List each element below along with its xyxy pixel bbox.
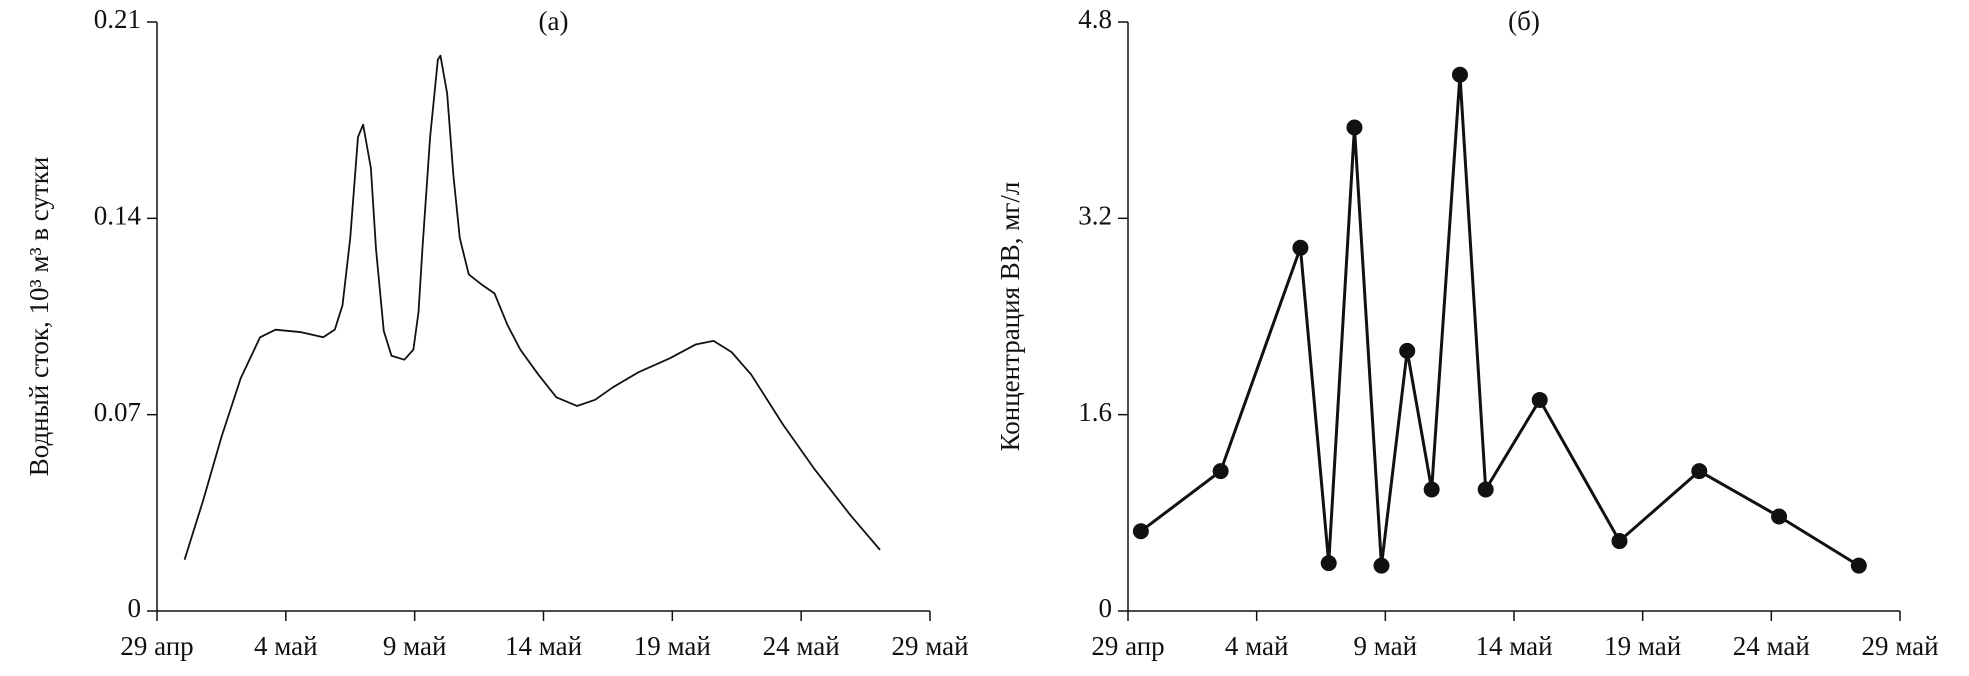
data-point bbox=[1611, 533, 1628, 550]
x-tick-label: 14 май bbox=[505, 631, 582, 661]
y-tick-label: 0.21 bbox=[94, 4, 141, 34]
x-tick-label: 24 май bbox=[1733, 631, 1810, 661]
x-tick-label: 24 май bbox=[763, 631, 840, 661]
x-tick-label: 9 май bbox=[1354, 631, 1418, 661]
data-point bbox=[1212, 463, 1229, 480]
y-tick-label: 0.14 bbox=[94, 201, 142, 231]
data-point bbox=[1691, 463, 1708, 480]
data-point bbox=[1373, 557, 1390, 574]
x-tick-label: 29 апр bbox=[120, 631, 193, 661]
x-tick-label: 14 май bbox=[1475, 631, 1552, 661]
x-tick-label: 9 май bbox=[383, 631, 447, 661]
data-point bbox=[1531, 391, 1548, 408]
data-point bbox=[1346, 119, 1363, 136]
y-tick-label: 0 bbox=[1099, 593, 1113, 623]
y-axis-label: Водный сток, 10³ м³ в сутки bbox=[24, 157, 54, 477]
data-point bbox=[1451, 66, 1468, 83]
data-line bbox=[183, 54, 881, 560]
x-tick-label: 4 май bbox=[1225, 631, 1289, 661]
chart-title: (б) bbox=[1508, 6, 1540, 36]
data-point bbox=[1132, 523, 1149, 540]
x-tick-label: 29 май bbox=[1861, 631, 1938, 661]
data-point bbox=[1771, 508, 1788, 525]
y-axis-label: Концентрация ВВ, мг/л bbox=[995, 182, 1025, 452]
data-point bbox=[1292, 239, 1309, 256]
data-point bbox=[1477, 481, 1494, 498]
x-tick-label: 4 май bbox=[254, 631, 318, 661]
y-tick-label: 3.2 bbox=[1078, 201, 1112, 231]
data-point bbox=[1423, 481, 1440, 498]
chart-title: (а) bbox=[539, 6, 569, 36]
data-point bbox=[1320, 555, 1337, 572]
data-point bbox=[1399, 342, 1416, 359]
x-tick-label: 29 май bbox=[891, 631, 968, 661]
x-tick-label: 19 май bbox=[1604, 631, 1681, 661]
x-tick-label: 29 апр bbox=[1091, 631, 1164, 661]
y-tick-label: 0 bbox=[128, 593, 142, 623]
x-tick-label: 19 май bbox=[634, 631, 711, 661]
y-tick-label: 1.6 bbox=[1078, 397, 1112, 427]
data-line bbox=[1139, 73, 1860, 568]
data-point bbox=[1850, 557, 1867, 574]
y-tick-label: 4.8 bbox=[1078, 4, 1112, 34]
y-tick-label: 0.07 bbox=[94, 397, 141, 427]
